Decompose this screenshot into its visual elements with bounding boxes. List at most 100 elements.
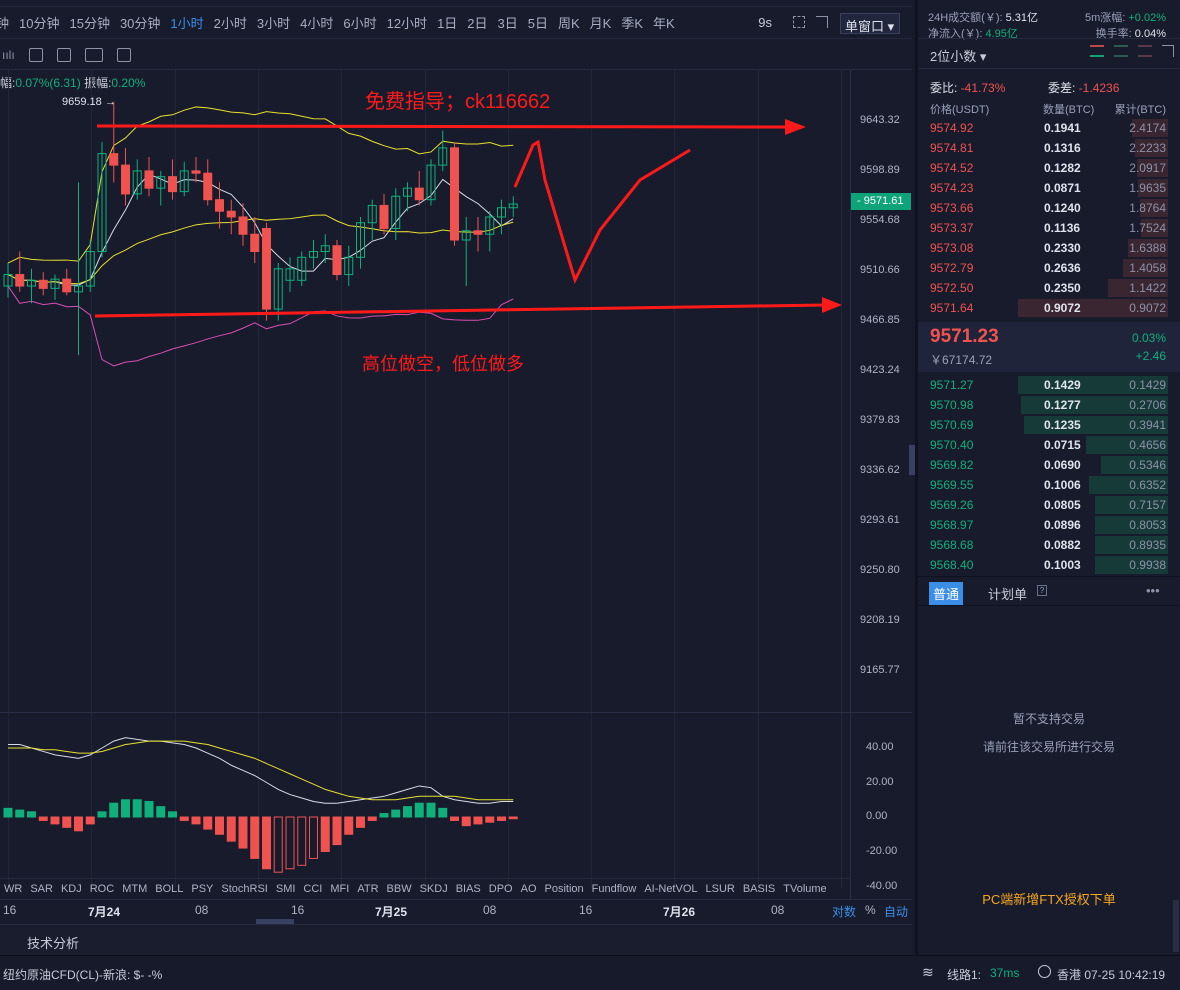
indicator-tab[interactable]: Position — [544, 882, 584, 895]
asks-row[interactable]: 9572.79 0.2636 1.4058 — [918, 258, 1168, 278]
bids-row[interactable]: 9568.97 0.0896 0.8053 — [918, 515, 1168, 535]
period-17[interactable]: 年K — [653, 16, 675, 31]
decimals-select[interactable]: 2位小数 ▾ — [930, 49, 987, 64]
indicator-tab[interactable]: AI-NetVOL — [644, 882, 698, 895]
indicator-tab[interactable]: TVolume — [783, 882, 827, 895]
indicator-tab[interactable]: PSY — [191, 882, 214, 895]
indicator-tab[interactable]: ATR — [357, 882, 379, 895]
period-2[interactable]: 15分钟 — [69, 16, 110, 31]
bids-row[interactable]: 9569.55 0.1006 0.6352 — [918, 475, 1168, 495]
header-price: 价格(USDT) — [930, 104, 990, 116]
period-15[interactable]: 月K — [589, 16, 612, 31]
period-3[interactable]: 30分钟 — [119, 16, 161, 31]
period-1[interactable]: 10分钟 — [19, 16, 60, 31]
bids-row[interactable]: 9568.40 0.1003 0.9938 — [918, 555, 1168, 575]
bids-row[interactable]: 9570.98 0.1277 0.2706 — [918, 395, 1168, 415]
lock-icon[interactable] — [28, 47, 43, 62]
indicator-tab[interactable]: Fundflow — [591, 882, 637, 895]
ftx-link[interactable]: PC端新增FTX授权下单 — [982, 892, 1116, 907]
refresh-interval[interactable]: 9s — [758, 15, 772, 30]
candle — [203, 172, 213, 201]
window-mode-select[interactable]: 单窗口 ▾ — [840, 13, 900, 34]
period-11[interactable]: 2日 — [467, 16, 488, 31]
scrollbar[interactable] — [1173, 900, 1179, 952]
asks-row[interactable]: 9571.64 0.9072 0.9072 — [918, 298, 1168, 318]
asks-row[interactable]: 9574.81 0.1316 2.2233 — [918, 138, 1168, 158]
amount: 0.0896 — [1044, 518, 1081, 532]
bids-row[interactable]: 9568.68 0.0882 0.8935 — [918, 535, 1168, 555]
indicator-tab[interactable]: MFI — [330, 882, 350, 895]
period-5[interactable]: 2小时 — [213, 16, 247, 31]
indicator-tab[interactable]: ROC — [89, 882, 115, 895]
more-icon[interactable]: ••• — [1146, 583, 1160, 598]
period-10[interactable]: 1日 — [437, 16, 458, 31]
bids-row[interactable]: 9570.40 0.0715 0.4656 — [918, 435, 1168, 455]
add-window-icon[interactable] — [816, 16, 828, 28]
indicator-tab[interactable]: BIAS — [455, 882, 481, 895]
asks-row[interactable]: 9573.66 0.1240 1.8764 — [918, 198, 1168, 218]
tab-technical-analysis[interactable]: 技术分析 — [27, 936, 80, 951]
tab-normal[interactable]: 普通 — [929, 582, 964, 605]
panel-collapse-handle[interactable] — [909, 445, 915, 475]
fullscreen-icon[interactable] — [793, 16, 805, 28]
pane-divider[interactable] — [0, 712, 912, 713]
period-16[interactable]: 季K — [621, 16, 644, 31]
period-7[interactable]: 4小时 — [300, 16, 334, 31]
indicator-icon[interactable]: ıılı — [2, 47, 15, 62]
indicator-tab[interactable]: SAR — [30, 882, 53, 895]
edit-icon[interactable] — [84, 47, 103, 62]
bids-row[interactable]: 9570.69 0.1235 0.3941 — [918, 415, 1168, 435]
asks-row[interactable]: 9574.92 0.1941 2.4174 — [918, 118, 1168, 138]
trash-icon[interactable] — [116, 47, 131, 62]
no-trade-msg: 暂不支持交易 — [1012, 712, 1085, 726]
indicator-tab[interactable]: StochRSI — [221, 882, 268, 895]
asks-only-icon[interactable] — [1138, 45, 1152, 57]
help-icon[interactable]: ? — [1037, 585, 1047, 596]
bids-row[interactable]: 9571.27 0.1429 0.1429 — [918, 375, 1168, 395]
percent-toggle[interactable]: % — [865, 903, 876, 917]
candlestick-chart[interactable] — [0, 0, 850, 900]
indicator-tab[interactable]: SKDJ — [419, 882, 448, 895]
indicator-tab[interactable]: WR — [4, 882, 23, 895]
auto-toggle[interactable]: 自动 — [884, 905, 909, 919]
asks-row[interactable]: 9573.37 0.1136 1.7524 — [918, 218, 1168, 238]
amount: 0.1235 — [1044, 418, 1081, 432]
collapse-handle[interactable] — [256, 919, 294, 925]
indicator-tab[interactable]: BOLL — [155, 882, 184, 895]
asks-row[interactable]: 9572.50 0.2350 1.1422 — [918, 278, 1168, 298]
price: 9570.40 — [930, 438, 974, 452]
bids-only-icon[interactable] — [1114, 45, 1128, 57]
indicator-tab[interactable]: BBW — [386, 882, 412, 895]
indicator-tab[interactable]: LSUR — [705, 882, 735, 895]
period-14[interactable]: 周K — [558, 16, 580, 31]
indicator-tab[interactable]: BASIS — [742, 882, 776, 895]
indicator-tab[interactable]: DPO — [488, 882, 513, 895]
popout-icon[interactable] — [1162, 45, 1174, 57]
high-marker: 9659.18 → — [62, 96, 116, 108]
indicator-tab[interactable]: SMI — [275, 882, 296, 895]
period-0[interactable]: 钟 — [0, 16, 10, 31]
log-toggle[interactable]: 对数 — [832, 905, 857, 919]
period-6[interactable]: 3小时 — [256, 16, 291, 31]
bids-row[interactable]: 9569.82 0.0690 0.5346 — [918, 455, 1168, 475]
candle — [344, 256, 354, 276]
copy-icon[interactable] — [56, 47, 71, 62]
indicator-tab[interactable]: AO — [520, 882, 537, 895]
asks-row[interactable]: 9574.23 0.0871 1.9635 — [918, 178, 1168, 198]
period-9[interactable]: 12小时 — [386, 16, 428, 31]
candle — [179, 170, 189, 193]
bids-row[interactable]: 9569.26 0.0805 0.7157 — [918, 495, 1168, 515]
indicator-tab[interactable]: CCI — [303, 882, 323, 895]
price: 9568.40 — [930, 558, 974, 572]
period-4[interactable]: 1小时 — [170, 16, 204, 31]
period-8[interactable]: 6小时 — [343, 16, 377, 31]
asks-row[interactable]: 9574.52 0.1282 2.0917 — [918, 158, 1168, 178]
indicator-tab[interactable]: KDJ — [60, 882, 82, 895]
both-sides-icon[interactable] — [1090, 45, 1104, 57]
tab-plan-order[interactable]: 计划单 — [988, 587, 1028, 602]
candle — [426, 164, 436, 201]
period-13[interactable]: 5日 — [527, 16, 548, 31]
asks-row[interactable]: 9573.08 0.2330 1.6388 — [918, 238, 1168, 258]
period-12[interactable]: 3日 — [497, 16, 518, 31]
indicator-tab[interactable]: MTM — [122, 882, 148, 895]
